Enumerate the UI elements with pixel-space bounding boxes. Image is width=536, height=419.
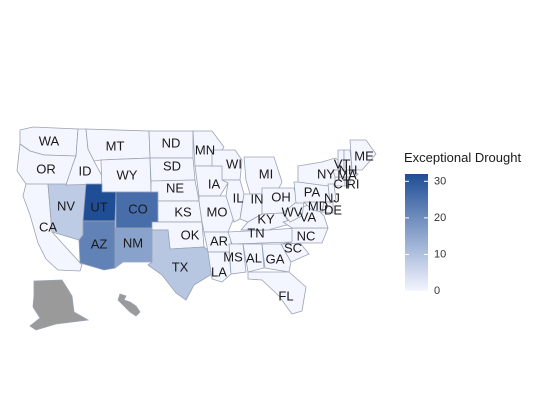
state-region-il — [221, 179, 245, 223]
state-label-mn: MN — [195, 143, 215, 158]
state-label-tn: TN — [247, 226, 264, 241]
state-label-nh: NH — [339, 163, 358, 178]
state-label-ut: UT — [90, 200, 107, 215]
state-label-ny: NY — [317, 167, 335, 182]
state-region-la — [207, 251, 232, 283]
state-label-de: DE — [324, 203, 342, 218]
legend-colorbar — [405, 174, 428, 291]
state-label-ia: IA — [208, 177, 221, 192]
state-label-nd: ND — [162, 136, 181, 151]
state-label-ma: MA — [337, 168, 357, 183]
legend: Exceptional Drought 0 10 20 30 — [404, 150, 521, 297]
state-label-nj: NJ — [324, 191, 340, 206]
state-label-vt: VT — [334, 157, 351, 172]
state-region-ms — [228, 243, 247, 275]
state-label-md: MD — [308, 199, 328, 214]
state-label-sd: SD — [163, 159, 181, 174]
legend-tick-label: 10 — [434, 248, 446, 260]
legend-ticks: 0 10 20 30 — [405, 175, 446, 297]
state-region-ak — [29, 279, 90, 331]
state-region-nm — [114, 227, 153, 269]
state-label-ri: RI — [347, 177, 360, 192]
state-label-sc: SC — [284, 241, 302, 256]
legend-tick-label: 30 — [434, 175, 446, 187]
state-label-mt: MT — [106, 139, 125, 154]
state-label-nv: NV — [57, 199, 75, 214]
state-label-tx: TX — [172, 260, 189, 275]
state-label-wi: WI — [226, 157, 242, 172]
state-region-hi — [117, 293, 141, 317]
state-region-fl — [247, 271, 307, 315]
state-label-ok: OK — [181, 228, 200, 243]
state-label-ga: GA — [266, 252, 285, 267]
state-label-wv: WV — [282, 205, 303, 220]
state-label-wa: WA — [39, 134, 60, 149]
state-label-fl: FL — [278, 289, 293, 304]
state-label-ca: CA — [39, 220, 57, 235]
state-label-mi: MI — [259, 167, 273, 182]
state-label-ms: MS — [223, 250, 243, 265]
state-label-co: CO — [128, 202, 148, 217]
state-label-ks: KS — [174, 205, 192, 220]
states-layer — [16, 126, 377, 331]
state-label-ne: NE — [166, 181, 184, 196]
state-label-ar: AR — [210, 234, 228, 249]
state-label-mo: MO — [207, 205, 228, 220]
state-label-or: OR — [36, 162, 56, 177]
state-label-il: IL — [233, 191, 244, 206]
state-label-in: IN — [251, 192, 264, 207]
state-label-id: ID — [79, 164, 92, 179]
state-region-me — [349, 139, 377, 171]
state-label-ct: CT — [333, 177, 350, 192]
state-label-al: AL — [246, 251, 262, 266]
state-label-ky: KY — [257, 212, 275, 227]
state-label-az: AZ — [91, 237, 108, 252]
state-label-nm: NM — [123, 236, 143, 251]
legend-tick-label: 20 — [434, 212, 446, 224]
state-label-wy: WY — [117, 168, 138, 183]
state-label-la: LA — [211, 265, 227, 280]
state-label-me: ME — [354, 149, 374, 164]
state-label-oh: OH — [271, 190, 291, 205]
legend-title: Exceptional Drought — [404, 150, 521, 165]
state-label-va: VA — [300, 210, 317, 225]
state-region-nj — [327, 183, 337, 204]
state-region-wv — [282, 201, 305, 223]
state-region-ga — [261, 243, 292, 273]
state-label-nc: NC — [297, 229, 316, 244]
state-label-pa: PA — [304, 185, 321, 200]
state-region-al — [242, 243, 265, 273]
legend-tick-label: 0 — [434, 285, 440, 297]
